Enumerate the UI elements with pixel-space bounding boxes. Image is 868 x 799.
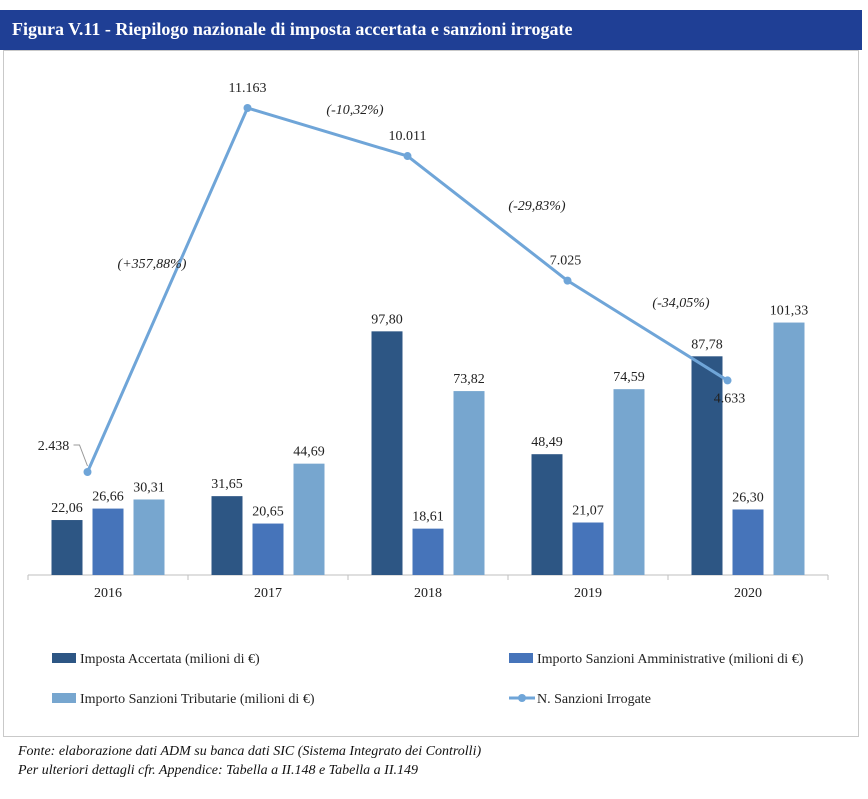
change-annotation: (-10,32%)	[326, 103, 383, 118]
bar-amministrative-2016	[92, 508, 124, 575]
change-annotation: (+357,88%)	[118, 257, 187, 272]
line-point-2017	[243, 104, 252, 112]
bar-value-label: 74,59	[613, 370, 645, 385]
legend-label: Importo Sanzioni Amministrative (milioni…	[537, 652, 804, 667]
bar-amministrative-2018	[412, 528, 444, 575]
x-tick-label: 2016	[94, 586, 122, 601]
bar-value-label: 21,07	[572, 504, 604, 519]
bar-value-label: 101,33	[770, 304, 809, 319]
line-value-label: 11.163	[229, 81, 267, 96]
bar-value-label: 73,82	[453, 372, 485, 387]
bar-value-label: 26,30	[732, 490, 764, 505]
line-value-label: 7.025	[550, 254, 582, 269]
bar-value-label: 44,69	[293, 445, 325, 460]
legend-swatch-marker	[518, 694, 526, 702]
x-tick-label: 2018	[414, 586, 442, 601]
bar-imposta-2019	[531, 454, 563, 575]
x-tick-label: 2020	[734, 586, 762, 601]
source-note: Fonte: elaborazione dati ADM su banca da…	[18, 744, 482, 759]
change-annotation: (-34,05%)	[652, 296, 709, 311]
bar-value-label: 20,65	[252, 505, 284, 520]
bar-tributarie-2016	[133, 499, 165, 575]
bar-value-label: 22,06	[51, 501, 83, 516]
bar-imposta-2018	[371, 331, 403, 575]
bar-tributarie-2019	[613, 389, 645, 575]
bar-tributarie-2020	[773, 322, 805, 575]
line-value-label: 2.438	[38, 439, 70, 454]
line-point-2018	[403, 152, 412, 161]
x-tick-label: 2019	[574, 586, 602, 601]
bar-tributarie-2018	[453, 391, 485, 575]
legend-swatch	[509, 653, 533, 663]
bar-tributarie-2017	[293, 463, 325, 575]
bar-imposta-2016	[51, 520, 83, 575]
label-leader-line	[73, 444, 88, 467]
bar-value-label: 97,80	[371, 312, 403, 327]
bar-value-label: 26,66	[92, 490, 124, 505]
line-point-2019	[563, 276, 572, 285]
bar-amministrative-2019	[572, 522, 604, 575]
change-annotation: (-29,83%)	[508, 199, 565, 214]
chart-frame	[3, 50, 859, 737]
line-value-label: 4.633	[714, 391, 746, 406]
bar-value-label: 18,61	[412, 510, 444, 525]
x-tick-label: 2017	[254, 586, 282, 601]
line-point-2016	[83, 468, 92, 476]
legend-label: N. Sanzioni Irrogate	[537, 692, 651, 707]
figure-footer: Fonte: elaborazione dati ADM su banca da…	[18, 742, 481, 780]
line-value-label: 10.011	[389, 129, 427, 144]
figure-title: Figura V.11 - Riepilogo nazionale di imp…	[12, 19, 573, 39]
bar-amministrative-2020	[732, 509, 764, 575]
legend-swatch	[52, 653, 76, 663]
bar-imposta-2017	[211, 496, 243, 575]
bar-imposta-2020	[691, 356, 723, 575]
bar-value-label: 30,31	[133, 480, 165, 495]
figure-title-bar: Figura V.11 - Riepilogo nazionale di imp…	[0, 10, 862, 50]
bar-value-label: 87,78	[691, 337, 723, 352]
legend-label: Importo Sanzioni Tributarie (milioni di …	[80, 692, 315, 707]
chart: 22,06 26,66 30,31 2016 31,65 20,65 44,69 2017 97…	[27, 81, 829, 707]
bar-amministrative-2017	[252, 523, 284, 575]
bar-value-label: 31,65	[211, 477, 243, 492]
legend-label: Imposta Accertata (milioni di €)	[80, 652, 260, 667]
bar-value-label: 48,49	[531, 435, 563, 450]
line-point-2020	[723, 376, 732, 385]
appendix-note: Per ulteriori dettagli cfr. Appendice: T…	[18, 763, 418, 778]
legend-swatch	[52, 693, 76, 703]
